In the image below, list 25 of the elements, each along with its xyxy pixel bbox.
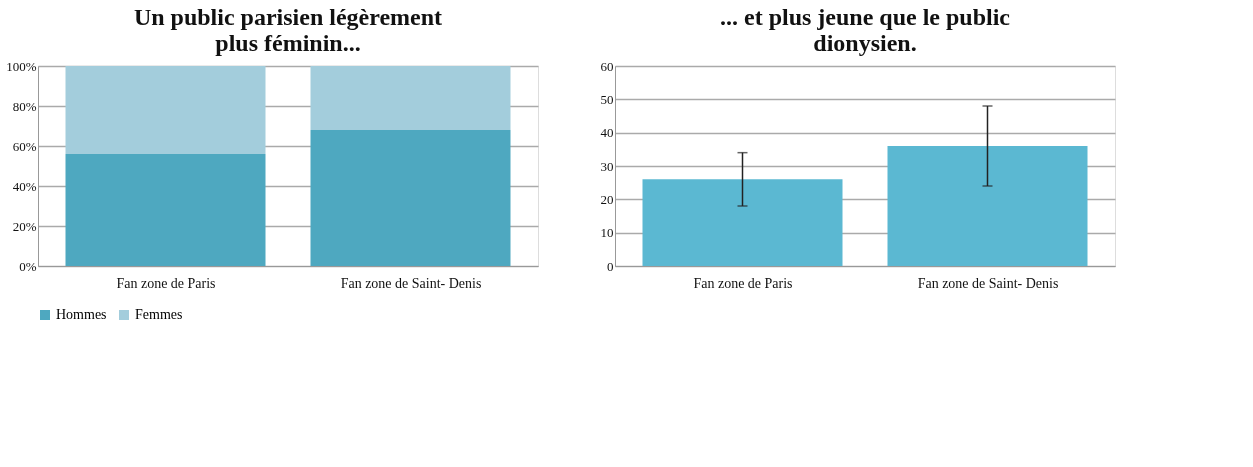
legend-label: Hommes (56, 307, 107, 322)
y-tick-label: 80% (12, 98, 37, 114)
bar (310, 66, 511, 130)
y-tick-label: 20% (12, 218, 37, 234)
y-tick-label: 30 (600, 158, 614, 174)
legend-label: Femmes (135, 307, 183, 322)
bar (65, 66, 266, 154)
x-tick-label: Fan zone de Paris (116, 275, 216, 291)
y-tick-label: 0 (607, 258, 614, 274)
x-tick-label: Fan zone de Saint- Denis (340, 275, 482, 291)
y-tick-label: 10 (600, 225, 614, 241)
y-tick-label: 40% (12, 178, 37, 194)
y-tick-label: 60 (600, 58, 614, 74)
y-tick-label: 20 (600, 191, 614, 207)
x-tick-label: Fan zone de Paris (693, 275, 793, 291)
y-tick-label: 100% (6, 58, 37, 74)
bar (310, 130, 511, 266)
bar (65, 154, 266, 266)
chart-title: ... et plus jeune que le public dionysien. (719, 4, 1011, 56)
chart-title: Un public parisien légèrement plus féminin... (133, 4, 443, 56)
y-tick-label: 50 (600, 91, 614, 107)
y-tick-label: 40 (600, 125, 614, 141)
y-tick-label: 0% (19, 258, 37, 274)
x-tick-label: Fan zone de Saint- Denis (917, 275, 1059, 291)
y-tick-label: 60% (12, 138, 37, 154)
